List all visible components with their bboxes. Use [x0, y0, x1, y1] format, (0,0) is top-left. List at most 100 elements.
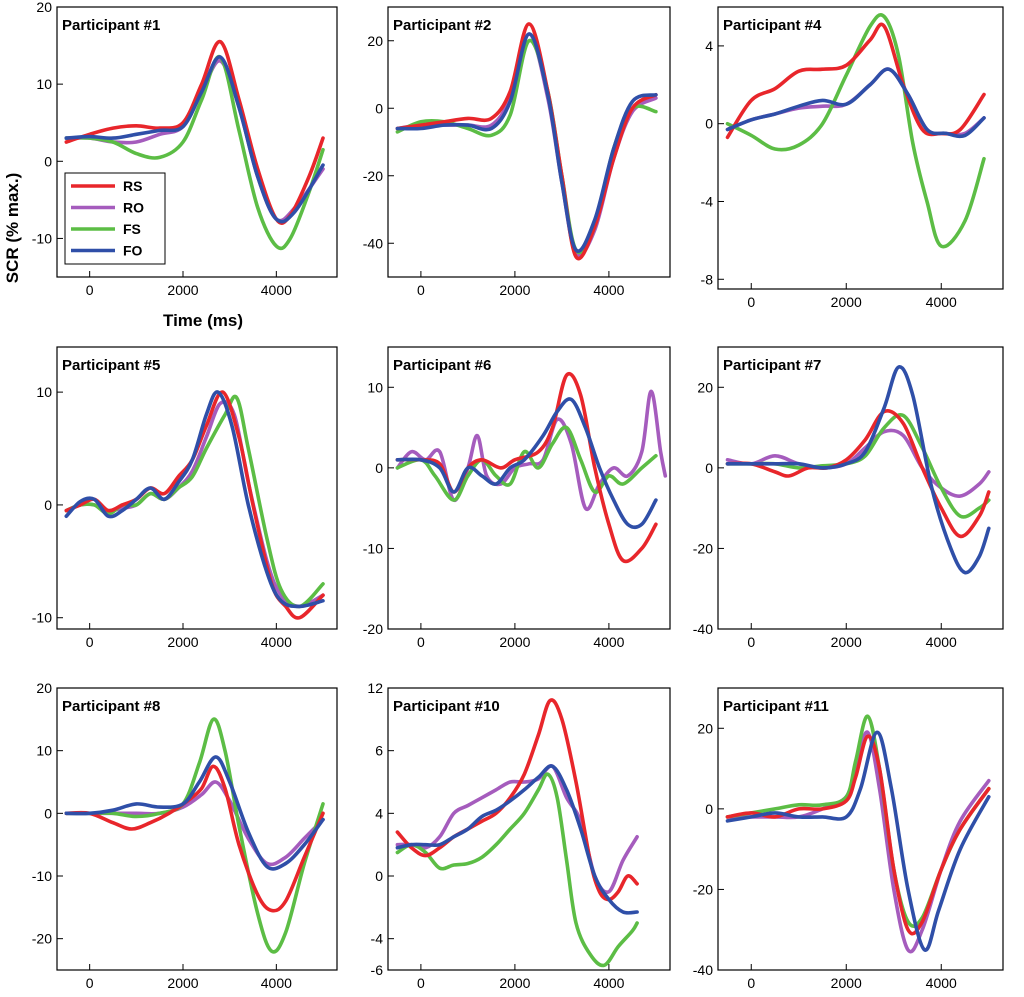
y-tick-label: -8 [701, 271, 714, 287]
y-tick-label: -40 [363, 235, 383, 251]
x-tick-label: 2000 [499, 975, 530, 991]
y-tick-label: 4 [705, 38, 713, 54]
y-tick-label: -20 [32, 931, 52, 947]
y-tick-label: 10 [36, 743, 52, 759]
panel-4: 0 2000 4000 10 0 -10 Participant #5 [32, 346, 338, 650]
series-line-fo [395, 397, 658, 530]
x-tick-label: 2000 [167, 282, 198, 298]
panel-title: Participant #2 [393, 17, 491, 34]
y-tick-label: -20 [693, 540, 713, 556]
x-tick-label: 0 [747, 634, 755, 650]
y-tick-label: 6 [375, 743, 383, 759]
y-tick-label: 4 [375, 805, 383, 821]
x-tick-label: 2000 [831, 294, 862, 310]
series-line-fo [725, 67, 986, 139]
x-tick-label: 4000 [926, 634, 957, 650]
x-tick-label: 0 [417, 975, 425, 991]
series-line-fs [725, 13, 986, 249]
y-tick-label: 0 [44, 153, 52, 169]
x-tick-label: 4000 [261, 282, 292, 298]
y-tick-label: 10 [36, 384, 52, 400]
plot-frame [387, 6, 671, 278]
legend-label-fo: FO [123, 243, 143, 259]
x-tick-label: 0 [747, 975, 755, 991]
panel-9: 0 2000 4000 20 0 -20 -40 Participant #11 [693, 687, 1004, 991]
y-axis-label: SCR (% max.) [3, 173, 22, 284]
x-tick-label: 0 [417, 634, 425, 650]
plot-frame [387, 346, 671, 630]
panel-8: 0 2000 4000 12 6 4 0 -4 -6 Participant #10 [367, 680, 671, 991]
y-tick-label: -20 [363, 168, 383, 184]
x-tick-label: 2000 [167, 975, 198, 991]
plot-frame [387, 687, 671, 971]
y-tick-label: 20 [697, 379, 713, 395]
series-line-rs [725, 409, 991, 539]
series-line-fo [64, 390, 325, 609]
y-tick-label: 0 [375, 460, 383, 476]
x-tick-label: 2000 [167, 634, 198, 650]
x-tick-label: 4000 [261, 975, 292, 991]
x-tick-label: 4000 [926, 975, 957, 991]
x-tick-label: 2000 [499, 634, 530, 650]
y-tick-label: -40 [693, 621, 713, 637]
x-tick-label: 0 [417, 282, 425, 298]
panel-title: Participant #4 [723, 17, 822, 34]
series-line-fs [395, 425, 658, 502]
panel-title: Participant #10 [393, 698, 500, 715]
y-tick-label: 20 [36, 680, 52, 696]
plot-frame [56, 687, 338, 971]
x-tick-label: 4000 [926, 294, 957, 310]
panel-1: 0 2000 4000 20 10 0 -10 Participant #1 RS RO FS FO [32, 0, 338, 298]
x-tick-label: 4000 [593, 282, 624, 298]
x-tick-label: 0 [747, 294, 755, 310]
y-tick-label: 10 [367, 379, 383, 395]
series-line-fs [395, 772, 639, 968]
x-tick-label: 2000 [499, 282, 530, 298]
panel-3: 0 2000 4000 4 0 -4 -8 Participant #4 [701, 6, 1004, 310]
series-line-rs [64, 764, 325, 913]
y-tick-label: 0 [375, 868, 383, 884]
x-tick-label: 4000 [261, 634, 292, 650]
legend: RS RO FS FO [64, 172, 166, 265]
legend-label-fs: FS [123, 221, 141, 237]
series-line-fo [395, 32, 658, 253]
y-tick-label: 20 [697, 720, 713, 736]
x-axis-label: Time (ms) [163, 311, 243, 330]
y-tick-label: -10 [32, 868, 52, 884]
y-tick-label: 0 [44, 497, 52, 513]
panel-title: Participant #7 [723, 357, 821, 374]
x-tick-label: 0 [86, 975, 94, 991]
y-tick-label: 0 [375, 100, 383, 116]
plot-frame [717, 346, 1004, 630]
panel-title: Participant #8 [62, 698, 160, 715]
x-tick-label: 4000 [593, 634, 624, 650]
series-line-fo [725, 365, 991, 575]
y-tick-label: 0 [705, 116, 713, 132]
x-tick-label: 2000 [831, 975, 862, 991]
panel-5: 0 2000 4000 10 0 -10 -20 Participant #6 [363, 346, 671, 650]
y-tick-label: -20 [693, 881, 713, 897]
y-tick-label: 0 [44, 805, 52, 821]
y-tick-label: -10 [32, 230, 52, 246]
legend-label-rs: RS [123, 178, 142, 194]
panel-title: Participant #1 [62, 17, 160, 34]
y-tick-label: 10 [36, 76, 52, 92]
series-line-fo [64, 755, 325, 871]
panel-2: 0 2000 4000 20 0 -20 -40 Participant #2 [363, 6, 671, 298]
x-tick-label: 2000 [831, 634, 862, 650]
y-tick-label: -20 [363, 621, 383, 637]
y-tick-label: 0 [705, 460, 713, 476]
y-tick-label: -4 [701, 193, 714, 209]
y-tick-label: -6 [371, 962, 384, 978]
panel-7: 0 2000 4000 20 10 0 -10 -20 Participant #8 [32, 680, 338, 991]
legend-label-ro: RO [123, 200, 144, 216]
y-tick-label: -10 [32, 610, 52, 626]
y-tick-label: 12 [367, 680, 383, 696]
series-line-fo [64, 55, 325, 224]
series-line-fs [64, 717, 325, 954]
series-line-fo [395, 764, 639, 915]
y-tick-label: -40 [693, 962, 713, 978]
y-tick-label: 0 [705, 801, 713, 817]
y-tick-label: 20 [36, 0, 52, 15]
